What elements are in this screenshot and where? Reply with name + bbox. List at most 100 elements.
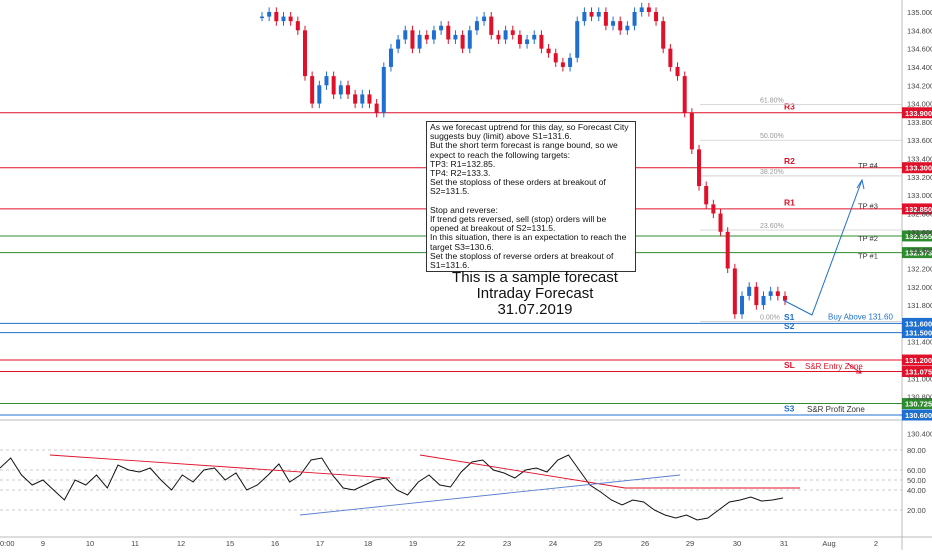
- time-tick-label: 30: [733, 539, 741, 548]
- candle-body: [360, 94, 365, 104]
- level-price-label: 131.200: [905, 356, 932, 365]
- forecast-path: [782, 179, 863, 316]
- profit-zone-annotation: S&R Profit Zone: [807, 405, 865, 414]
- candle-body: [503, 30, 508, 40]
- time-tick-label: 19: [409, 539, 417, 548]
- price-tick-label: 134.400: [907, 63, 932, 72]
- candle-body: [625, 25, 630, 31]
- candle-body: [467, 30, 472, 49]
- level-price-tag: [902, 317, 932, 329]
- candle-body: [517, 34, 522, 45]
- candle-body: [603, 12, 608, 26]
- level-price-tag: [902, 230, 932, 242]
- price-tick-label: 132.600: [907, 228, 932, 237]
- candle-body: [697, 149, 702, 187]
- candle-body: [267, 12, 272, 17]
- target-label: TP #1: [858, 252, 878, 261]
- candle-body: [274, 12, 279, 22]
- candle-body: [539, 34, 544, 49]
- price-tick-label: 133.200: [907, 173, 932, 182]
- level-price-label: 130.725: [905, 400, 932, 409]
- level-price-label: 133.300: [905, 164, 932, 173]
- price-tick-label: 133.400: [907, 155, 932, 164]
- time-tick-label: 31: [780, 539, 788, 548]
- time-tick-label: 25: [594, 539, 602, 548]
- level-price-tag: [902, 398, 932, 410]
- time-tick-label: 22: [457, 539, 465, 548]
- candle-body: [295, 21, 300, 31]
- candle-body: [618, 21, 623, 31]
- level-price-label: 133.900: [905, 109, 932, 118]
- target-label: TP #4: [858, 161, 878, 170]
- time-tick-label: 18: [364, 539, 372, 548]
- candle-body: [654, 12, 659, 22]
- candle-body: [453, 34, 458, 40]
- title-line-3: 31.07.2019: [497, 301, 573, 318]
- candle-body: [310, 76, 315, 104]
- candle-body: [417, 34, 422, 49]
- candle-body: [410, 30, 415, 49]
- candle-body: [747, 286, 752, 296]
- time-tick-label: 16: [271, 539, 279, 548]
- price-tick-label: 130.400: [907, 429, 932, 438]
- candle-body: [682, 76, 687, 113]
- candle-body: [281, 16, 286, 22]
- level-price-tag: [902, 247, 932, 259]
- candle-body: [317, 85, 322, 104]
- candle-body: [482, 16, 487, 22]
- candle-body: [403, 30, 408, 40]
- candle-body: [510, 30, 515, 35]
- price-tick-label: 132.200: [907, 264, 932, 273]
- level-price-label: 131.075: [905, 367, 932, 376]
- price-tick-label: 134.000: [907, 100, 932, 109]
- level-name-label: S3: [784, 404, 795, 414]
- candle-body: [589, 12, 594, 17]
- candle-body: [532, 34, 537, 40]
- price-tick-label: 133.000: [907, 191, 932, 200]
- time-tick-label: 24: [549, 539, 557, 548]
- level-name-label: SL: [784, 360, 795, 370]
- candle-body: [711, 204, 716, 214]
- rsi-line: [0, 454, 784, 521]
- time-tick-label: 17: [316, 539, 324, 548]
- forecast-note: As we forecast uptrend for this day, so …: [426, 121, 636, 273]
- time-tick-label: 9: [41, 539, 45, 548]
- time-tick-label: 23: [503, 539, 511, 548]
- price-tick-label: 131.800: [907, 301, 932, 310]
- candle-body: [704, 186, 709, 205]
- level-price-label: 132.373: [905, 249, 932, 258]
- candle-body: [338, 85, 343, 95]
- candle-body: [646, 7, 651, 12]
- fib-level-label: 50.00%: [760, 133, 784, 140]
- rsi-trendline: [49, 454, 391, 479]
- buy-annotation: Buy Above 131.60: [828, 312, 893, 321]
- candle-body: [725, 231, 730, 269]
- level-price-tag: [902, 409, 932, 421]
- time-tick-label: 26: [641, 539, 649, 548]
- candle-body: [732, 268, 737, 315]
- reverse-arrow: [847, 363, 862, 374]
- candle-body: [553, 53, 558, 63]
- candle-body: [260, 16, 264, 19]
- price-tick-label: 130.800: [907, 393, 932, 402]
- fib-level-label: 23.60%: [760, 223, 784, 230]
- candle-body: [611, 21, 616, 26]
- candle-body: [460, 34, 465, 49]
- price-tick-label: 132.400: [907, 246, 932, 255]
- time-tick-label: 2: [874, 539, 878, 548]
- rsi-tick-label: 20.00: [907, 506, 926, 515]
- price-tick-label: 134.600: [907, 45, 932, 54]
- entry-zone-annotation: S&R Entry Zone: [805, 362, 863, 371]
- target-label: TP #3: [858, 201, 878, 210]
- price-tick-label: 133.600: [907, 136, 932, 145]
- time-tick-label: Aug: [822, 539, 835, 548]
- candle-body: [353, 94, 358, 104]
- candle-body: [560, 62, 565, 67]
- time-tick-label: 11: [131, 539, 139, 548]
- candle-body: [367, 94, 372, 104]
- fib-level-label: 0.00%: [760, 315, 780, 322]
- price-tick-label: 131.000: [907, 374, 932, 383]
- price-tick-label: 134.800: [907, 26, 932, 35]
- level-name-label: S1: [784, 312, 795, 322]
- time-tick-label: 10: [86, 539, 94, 548]
